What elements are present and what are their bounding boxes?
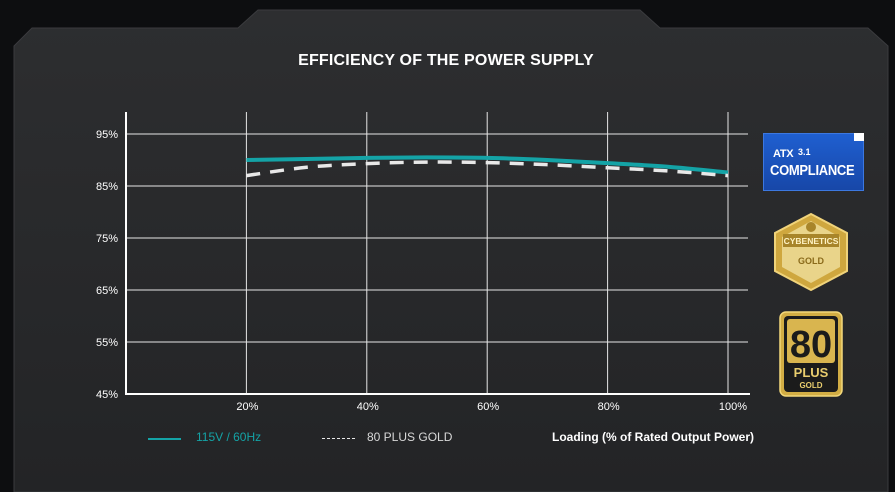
y-tick-label: 65% [96,285,118,297]
x-tick-label: 80% [598,401,620,413]
chart-title: EFFICIENCY OF THE POWER SUPPLY [298,52,594,69]
x-tick-label: 40% [357,401,379,413]
y-tick-label: 55% [96,337,118,349]
chart-axes [125,112,750,395]
series-line-1 [246,155,729,175]
atx-label: ATX [773,148,794,160]
x-tick-label: 100% [719,401,747,413]
atx-compliance-badge: ATX 3.1 COMPLIANCE [763,133,864,191]
panel-shape [13,9,889,492]
chart-grid [126,112,748,394]
y-tick-label: 75% [96,233,118,245]
chart-ticks: 45% 55% 65% 75% 85% 95% 20% 40% 60% 80% 100% [96,129,747,413]
cybenetics-gold-badge: CYBENETICS GOLD [774,212,848,292]
legend-swatch-dashed [322,438,355,439]
y-tick-label: 45% [96,389,118,401]
cybenetics-band [783,234,839,247]
x-tick-label: 20% [236,401,258,413]
atx-version: 3.1 [798,147,811,157]
badge-corner [854,133,864,141]
atx-compliance-text: COMPLIANCE [770,161,855,179]
x-axis-title: Loading (% of Rated Output Power) [552,430,754,444]
cybenetics-grade: GOLD [798,256,824,266]
legend-swatch-solid [148,438,181,440]
cybenetics-label: CYBENETICS [784,236,839,246]
y-tick-label: 85% [96,181,118,193]
plus-label: PLUS [794,365,829,380]
x-tick-label: 60% [477,401,499,413]
plus-number: 80 [790,324,832,366]
legend-label-series1: 115V / 60Hz [196,430,262,444]
chart-series [246,155,729,178]
cybenetics-icon [806,222,816,232]
80plus-gold-badge: 80 PLUS GOLD [779,311,843,397]
series-line-2 [246,160,729,178]
plus-grade: GOLD [799,381,822,390]
legend-label-series2: 80 PLUS GOLD [367,430,453,444]
y-tick-label: 95% [96,129,118,141]
